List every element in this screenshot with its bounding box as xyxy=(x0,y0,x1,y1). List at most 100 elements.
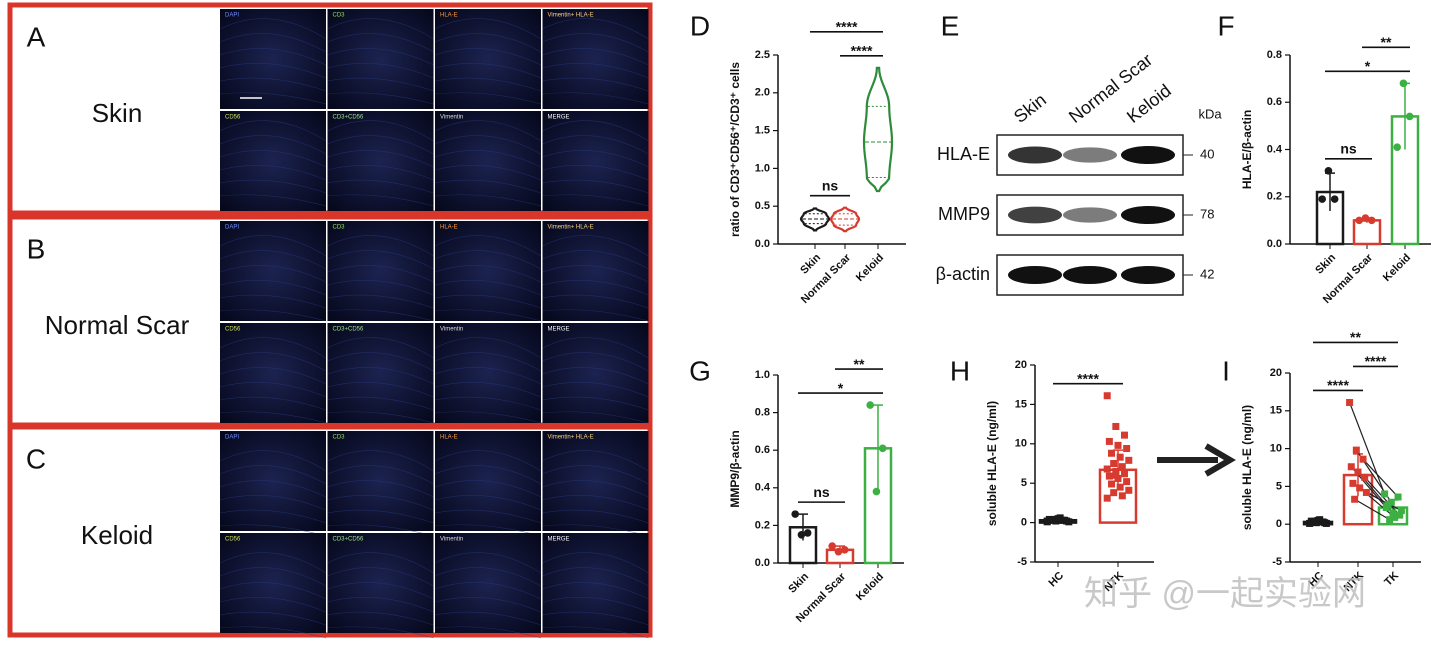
band xyxy=(1008,146,1062,164)
tissue-texture xyxy=(542,280,649,296)
tissue-texture xyxy=(327,280,434,296)
significance-label: **** xyxy=(851,43,873,59)
tissue-texture xyxy=(434,265,542,283)
tissue-texture xyxy=(542,509,649,524)
tissue-texture xyxy=(542,382,649,398)
tissue-texture xyxy=(219,33,327,53)
data-point xyxy=(872,487,881,496)
data-point xyxy=(1110,489,1118,497)
y-tick-label: 2.0 xyxy=(755,87,770,99)
tissue-texture xyxy=(327,33,434,53)
tissue-texture xyxy=(434,48,542,66)
tissue-texture xyxy=(219,179,327,194)
stain-label: DAPI xyxy=(225,13,239,19)
data-point xyxy=(1384,501,1392,509)
tissue-texture xyxy=(327,265,434,283)
y-tick-label: 5 xyxy=(1276,480,1282,492)
tissue-texture xyxy=(327,582,434,600)
data-point xyxy=(1397,507,1405,515)
tissue-texture xyxy=(434,194,542,207)
tissue-texture xyxy=(219,567,327,587)
data-point xyxy=(1058,516,1066,524)
stain-label: CD3+CD56 xyxy=(333,327,365,333)
data-point xyxy=(1324,166,1333,175)
tissue-texture xyxy=(434,120,542,142)
panel-label: Skin xyxy=(92,98,143,128)
panel-letter: B xyxy=(27,233,46,264)
tissue-texture xyxy=(434,179,542,194)
x-tick-label: Skin xyxy=(786,570,811,595)
tissue-texture xyxy=(434,626,542,639)
tissue-texture xyxy=(327,92,434,105)
tissue-texture xyxy=(542,352,649,372)
tissue-texture xyxy=(434,611,542,626)
row-label: MMP9 xyxy=(938,204,990,224)
stain-label: HLA-E xyxy=(440,13,458,19)
tissue-texture xyxy=(542,611,649,626)
tissue-texture xyxy=(434,367,542,385)
panel-letter: I xyxy=(1222,355,1230,386)
tissue-texture xyxy=(219,235,327,257)
tissue-texture xyxy=(434,509,542,524)
tissue-texture xyxy=(542,337,649,359)
tissue-texture xyxy=(542,582,649,600)
tissue-texture xyxy=(434,18,542,40)
y-tick-label: -5 xyxy=(1272,556,1282,568)
tissue-texture xyxy=(219,367,327,385)
arrow xyxy=(1157,443,1236,477)
significance-label: ** xyxy=(854,356,865,372)
micrograph xyxy=(327,221,434,321)
stain-label: HLA-E xyxy=(440,435,458,441)
data-point xyxy=(1120,470,1128,478)
y-tick-label: -5 xyxy=(1017,556,1027,568)
data-point xyxy=(1396,511,1404,519)
micrograph xyxy=(220,111,326,211)
data-point xyxy=(1391,513,1399,521)
data-point xyxy=(803,529,812,537)
y-tick-label: 0.4 xyxy=(1267,143,1283,155)
x-tick-label: Skin xyxy=(798,251,823,276)
paired-line xyxy=(1349,402,1386,495)
data-point xyxy=(1351,495,1359,503)
micrograph xyxy=(327,323,434,423)
data-point xyxy=(1359,455,1367,463)
data-point xyxy=(1050,515,1058,523)
lane-label: Keloid xyxy=(1123,80,1175,127)
unit-label: kDa xyxy=(1198,106,1222,121)
y-tick-label: 0.6 xyxy=(755,444,770,456)
paired-line xyxy=(1362,458,1399,498)
data-point xyxy=(1399,79,1408,88)
tissue-texture xyxy=(327,18,434,40)
panel-letter: A xyxy=(27,21,46,52)
tissue-texture xyxy=(434,77,542,92)
watermark: 知乎 @一起实验网 xyxy=(1084,575,1366,613)
size-label: 42 xyxy=(1200,266,1214,281)
y-axis-label: HLA-E/β-actin xyxy=(1240,110,1254,189)
data-point xyxy=(1354,468,1362,476)
tissue-texture xyxy=(327,509,434,524)
band xyxy=(1121,206,1175,224)
data-point xyxy=(840,546,849,554)
tissue-texture xyxy=(219,396,327,411)
y-tick-label: 1.0 xyxy=(755,369,770,381)
tissue-texture xyxy=(542,411,649,424)
y-tick-label: 0.5 xyxy=(755,200,770,212)
stain-label: MERGE xyxy=(548,327,570,333)
y-tick-label: 1.0 xyxy=(755,162,770,174)
tissue-texture xyxy=(219,265,327,283)
row-label: HLA-E xyxy=(937,144,990,164)
data-point xyxy=(1108,480,1116,488)
tissue-texture xyxy=(219,280,327,296)
significance-label: ns xyxy=(1340,140,1357,156)
stain-label: MERGE xyxy=(548,537,570,543)
data-point xyxy=(1112,471,1120,479)
data-point xyxy=(1123,478,1131,486)
y-tick-label: 0.8 xyxy=(755,407,770,419)
data-point xyxy=(1112,467,1120,475)
tissue-texture xyxy=(327,135,434,155)
y-tick-label: 15 xyxy=(1015,398,1027,410)
significance-label: ** xyxy=(1381,34,1392,50)
y-tick-label: 1.5 xyxy=(755,125,770,137)
tissue-texture xyxy=(542,77,649,92)
